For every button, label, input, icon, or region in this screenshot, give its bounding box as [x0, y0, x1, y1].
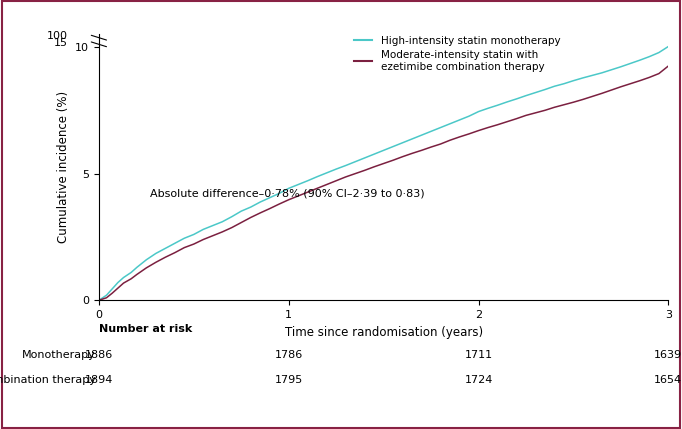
Text: 1711: 1711: [464, 350, 492, 360]
Text: 1886: 1886: [85, 350, 113, 360]
Text: Absolute difference–0·78% (90% CI–2·39 to 0·83): Absolute difference–0·78% (90% CI–2·39 t…: [149, 189, 424, 199]
Text: 15: 15: [54, 38, 68, 48]
Y-axis label: Cumulative incidence (%): Cumulative incidence (%): [57, 91, 70, 243]
Text: 1654: 1654: [654, 375, 682, 385]
Text: 1894: 1894: [85, 375, 113, 385]
X-axis label: Time since randomisation (years): Time since randomisation (years): [284, 326, 483, 338]
Text: 1724: 1724: [464, 375, 492, 385]
Text: Combination therapy: Combination therapy: [0, 375, 95, 385]
Text: 1639: 1639: [654, 350, 682, 360]
Text: 1795: 1795: [275, 375, 303, 385]
Text: 1786: 1786: [275, 350, 303, 360]
Text: 100: 100: [46, 31, 68, 41]
Text: Monotherapy: Monotherapy: [22, 350, 95, 360]
Text: Number at risk: Number at risk: [99, 324, 192, 334]
Legend: High-intensity statin monotherapy, Moderate-intensity statin with
ezetimibe comb: High-intensity statin monotherapy, Moder…: [349, 32, 565, 76]
